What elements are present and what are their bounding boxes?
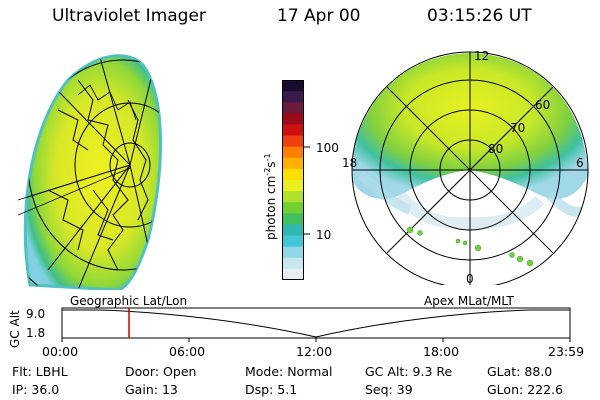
colorbar-swatch — [282, 102, 304, 114]
altitude-timeline-plot — [61, 307, 571, 342]
mlat-label-70: 70 — [510, 121, 525, 135]
instrument-title: Ultraviolet Imager — [52, 6, 206, 26]
polar-auroral-image: 12 18 6 0 80 70 60 — [342, 49, 589, 285]
status-glat: GLat: 88.0 — [487, 364, 553, 379]
status-flt: Flt: LBHL — [12, 364, 68, 379]
timeline-xtick-2: 12:00 — [296, 344, 333, 359]
colorbar-swatch — [282, 235, 304, 248]
mlt-label-midnight: 0 — [466, 272, 474, 285]
timeline-xtick-0: 00:00 — [42, 344, 79, 359]
colorbar-swatch — [282, 135, 304, 148]
status-ip: IP: 36.0 — [12, 382, 60, 397]
intensity-color-bar — [282, 80, 310, 280]
mlat-label-60: 60 — [535, 98, 550, 112]
colorbar-swatch — [282, 168, 304, 181]
mlt-label-noon: 12 — [474, 49, 489, 63]
colorbar-border — [282, 80, 304, 280]
observation-time: 03:15:26 UT — [427, 6, 532, 26]
timeline-ytick-low: 1.8 — [26, 326, 46, 340]
colorbar-swatch — [282, 91, 304, 103]
colorbar-swatch — [282, 191, 304, 203]
mlt-label-dusk: 18 — [342, 156, 357, 170]
status-dsp: Dsp: 5.1 — [245, 382, 298, 397]
colorbar-swatch — [282, 246, 304, 259]
mlat-label-80: 80 — [488, 142, 503, 156]
observation-date: 17 Apr 00 — [277, 6, 361, 26]
status-mode: Mode: Normal — [245, 364, 333, 379]
colorbar-swatch — [282, 146, 304, 159]
colorbar-swatch — [282, 213, 304, 225]
colorbar-swatch — [282, 80, 304, 92]
right-map-label: Apex MLat/MLT — [424, 294, 514, 308]
geographic-auroral-image — [18, 54, 162, 290]
colorbar-swatch — [282, 113, 304, 125]
colorbar-swatch — [282, 268, 304, 280]
mlt-label-dawn: 6 — [576, 156, 584, 170]
left-map-label: Geographic Lat/Lon — [70, 294, 188, 308]
timeline-xtick-1: 06:00 — [169, 344, 206, 359]
timeline-ytick-high: 9.0 — [26, 307, 46, 321]
colorbar-swatch — [282, 224, 304, 237]
colorbar-swatch — [282, 157, 304, 170]
timeline-xtick-4: 23:59 — [548, 344, 585, 359]
status-gain: Gain: 13 — [125, 382, 178, 397]
colorbar-swatch — [282, 257, 304, 270]
colorbar-tick-10: 10 — [316, 228, 332, 242]
colorbar-swatch — [282, 202, 304, 214]
colorbar-swatch — [282, 124, 304, 137]
status-seq: Seq: 39 — [365, 382, 413, 397]
colorbar-unit-label: photon cm-2s-1 — [263, 153, 278, 240]
timeline-xtick-3: 18:00 — [423, 344, 460, 359]
colorbar-swatch — [282, 180, 304, 192]
status-door: Door: Open — [125, 364, 197, 379]
colorbar-tick-100: 100 — [316, 141, 339, 155]
status-gc-alt: GC Alt: 9.3 Re — [365, 364, 453, 379]
timeline-ylabel: GC Alt — [8, 310, 22, 348]
status-glon: GLon: 222.6 — [487, 382, 563, 397]
